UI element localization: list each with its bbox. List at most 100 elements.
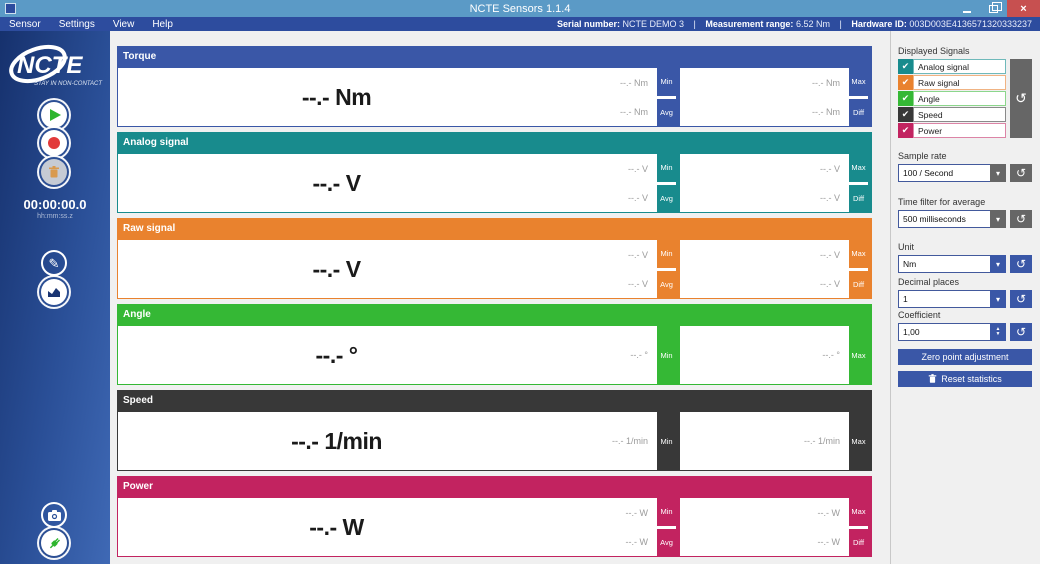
panel-analog-signal: Analog signal --.- V --.- V --.- V Min A…: [117, 132, 872, 213]
reset-icon: ↺: [1015, 325, 1027, 339]
decimal-places-dropdown-button[interactable]: ▾: [990, 290, 1006, 308]
app-icon[interactable]: [5, 3, 16, 14]
connect-button[interactable]: [41, 530, 67, 556]
menu-item-sensor[interactable]: Sensor: [9, 18, 41, 30]
raw-diff-value: --.- V: [820, 278, 840, 289]
restore-button[interactable]: [980, 0, 1007, 17]
sample-rate-dropdown-button[interactable]: ▾: [990, 164, 1006, 182]
time-filter-select[interactable]: 500 milliseconds: [898, 210, 990, 228]
reset-icon: ↺: [1015, 292, 1027, 306]
torque-diff-tag: Diff: [849, 98, 868, 126]
chevron-down-icon: ▾: [995, 259, 1000, 269]
divider: [676, 68, 680, 126]
raw-max-tag: Max: [849, 240, 868, 268]
sample-rate-label: Sample rate: [898, 151, 947, 161]
panel-power-title: Power: [117, 476, 872, 497]
camera-icon: [47, 509, 61, 521]
sample-rate-reset-button[interactable]: ↺: [1010, 164, 1032, 182]
speed-max-tag: Max: [849, 412, 868, 470]
unit-reset-button[interactable]: ↺: [1010, 255, 1032, 273]
signal-checkbox-angle[interactable]: ✔ Angle: [898, 91, 1006, 106]
unit-select[interactable]: Nm: [898, 255, 990, 273]
angle-min-tag: Min: [657, 326, 676, 384]
signal-checkbox-speed[interactable]: ✔ Speed: [898, 107, 1006, 122]
torque-min-tag: Min: [657, 68, 676, 96]
panel-torque-title: Torque: [117, 46, 872, 67]
reset-signals-button[interactable]: ↺: [1010, 59, 1032, 138]
coefficient-input[interactable]: 1,00: [898, 323, 990, 341]
decimal-places-reset-button[interactable]: ↺: [1010, 290, 1032, 308]
divider: [868, 498, 871, 556]
time-filter-label: Time filter for average: [898, 197, 986, 207]
reset-icon: ↺: [1015, 212, 1027, 226]
power-max-tag: Max: [849, 498, 868, 526]
panel-raw-title: Raw signal: [117, 218, 872, 239]
coefficient-reset-button[interactable]: ↺: [1010, 323, 1032, 341]
signal-checkbox-analog[interactable]: ✔ Analog signal: [898, 59, 1006, 74]
close-button[interactable]: ×: [1007, 0, 1040, 17]
timer-format-label: hh:mm:ss.z: [37, 213, 73, 220]
signal-label: Analog signal: [913, 59, 1006, 74]
sample-rate-select[interactable]: 100 / Second: [898, 164, 990, 182]
discard-button[interactable]: [41, 159, 67, 185]
speed-min-value: --.- 1/min: [612, 436, 648, 446]
measurement-range-label: Measurement range:: [705, 19, 794, 29]
time-filter-reset-button[interactable]: ↺: [1010, 210, 1032, 228]
minimize-button[interactable]: [953, 0, 980, 17]
torque-avg-tag: Avg: [657, 98, 676, 126]
power-min-tag: Min: [657, 498, 676, 526]
timer-display: 00:00:00.0 hh:mm:ss.z: [0, 197, 110, 220]
serial-number-label: Serial number:: [556, 19, 620, 29]
divider: [676, 498, 680, 556]
status-separator: |: [693, 19, 696, 29]
divider: [868, 68, 871, 126]
displayed-signals-list: ✔ Analog signal ✔ Raw signal ✔ Angle ✔: [898, 59, 1006, 138]
analog-max-tag: Max: [849, 154, 868, 182]
titlebar: NCTE Sensors 1.1.4 ×: [0, 0, 1040, 17]
signal-checkbox-power[interactable]: ✔ Power: [898, 123, 1006, 138]
signal-checkbox-raw[interactable]: ✔ Raw signal: [898, 75, 1006, 90]
raw-min-value: --.- V: [628, 249, 648, 260]
divider: [868, 412, 871, 470]
edit-button[interactable]: ✎: [41, 250, 67, 276]
menu-item-settings[interactable]: Settings: [58, 18, 95, 30]
panel-torque: Torque --.- Nm --.- Nm --.- Nm Min Avg -: [117, 46, 872, 127]
coefficient-stepper[interactable]: ▲ ▼: [990, 323, 1006, 341]
analog-min-tag: Min: [657, 154, 676, 182]
play-button[interactable]: [41, 102, 67, 128]
unit-dropdown-button[interactable]: ▾: [990, 255, 1006, 273]
record-button[interactable]: [41, 130, 67, 156]
zero-point-button-label: Zero point adjustment: [921, 352, 1009, 362]
checkbox-checked-icon: ✔: [898, 75, 913, 90]
nctc-logo: NCTE STAY IN NON-CONTACT: [0, 43, 110, 102]
chart-button[interactable]: [41, 279, 67, 305]
raw-max-value: --.- V: [820, 249, 840, 260]
divider: [676, 154, 680, 212]
menu-item-help[interactable]: Help: [152, 18, 173, 30]
checkbox-checked-icon: ✔: [898, 107, 913, 122]
checkbox-checked-icon: ✔: [898, 91, 913, 106]
spinner-up-icon: ▲: [995, 326, 1001, 332]
trash-icon: [928, 374, 937, 383]
window-title: NCTE Sensors 1.1.4: [469, 2, 571, 15]
measurement-range-value: 6.52 Nm: [795, 19, 830, 29]
power-avg-tag: Avg: [657, 528, 676, 556]
menu-item-view[interactable]: View: [112, 18, 135, 30]
reset-icon: ↺: [1015, 166, 1027, 180]
divider: [868, 326, 871, 384]
plug-icon: [49, 537, 60, 548]
decimal-places-label: Decimal places: [898, 277, 960, 287]
reset-statistics-button-label: Reset statistics: [941, 374, 1002, 384]
time-filter-dropdown-button[interactable]: ▾: [990, 210, 1006, 228]
divider: [676, 326, 680, 384]
analog-avg-tag: Avg: [657, 184, 676, 212]
angle-value: --.- °: [315, 341, 358, 368]
decimal-places-select[interactable]: 1: [898, 290, 990, 308]
reset-statistics-button[interactable]: Reset statistics: [898, 371, 1032, 387]
panel-speed-title: Speed: [117, 390, 872, 411]
close-icon: ×: [1020, 2, 1027, 15]
zero-point-adjustment-button[interactable]: Zero point adjustment: [898, 349, 1032, 365]
serial-number-value: NCTE DEMO 3: [622, 19, 685, 29]
screenshot-button[interactable]: [41, 502, 67, 528]
